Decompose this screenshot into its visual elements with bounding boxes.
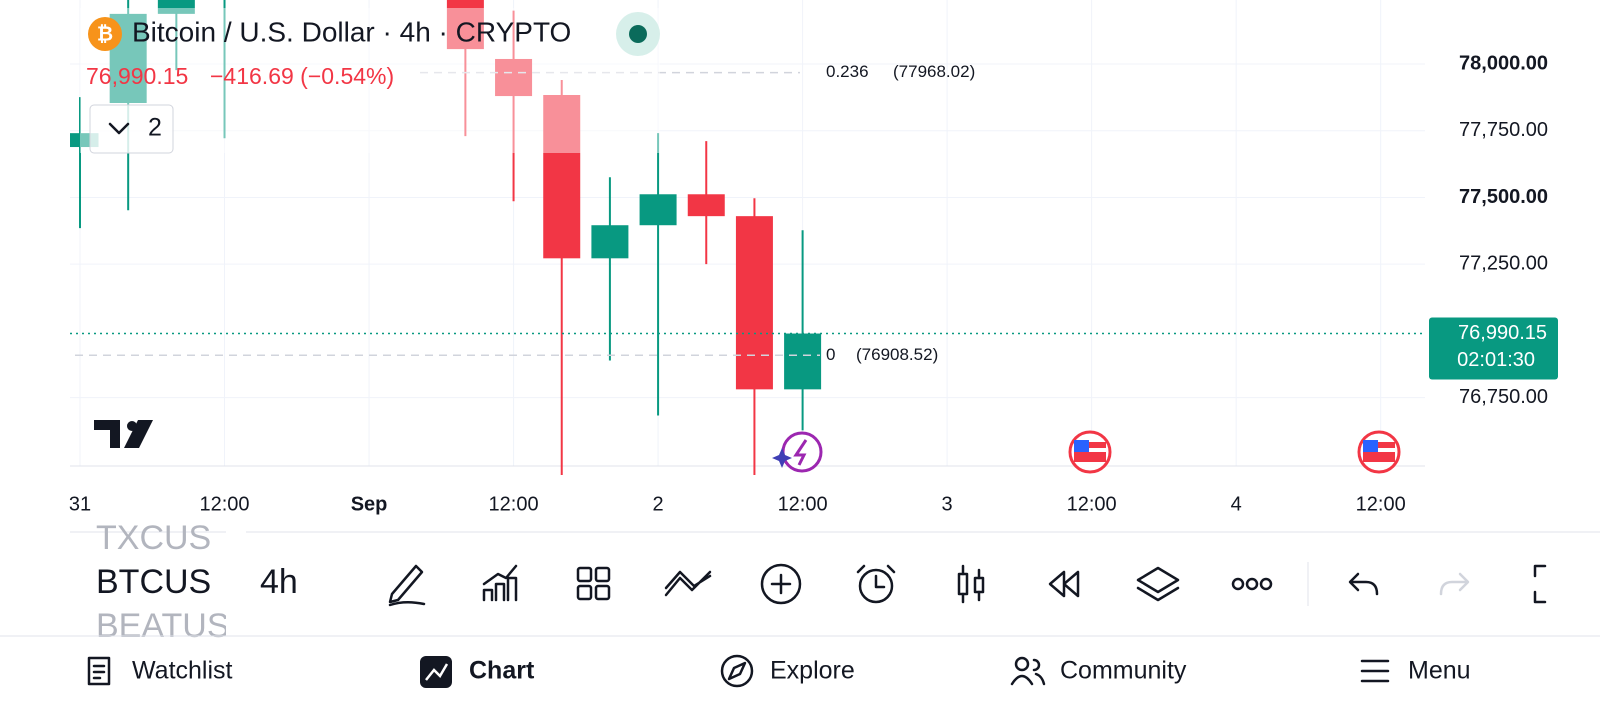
community-icon [1010, 656, 1046, 686]
tv-logo-dot [127, 421, 137, 431]
symbol-next[interactable]: BEATUS [96, 607, 230, 645]
y-tick-label: 78,000.00 [1459, 52, 1548, 74]
us-event[interactable] [1357, 430, 1401, 474]
y-tick-label: 77,500.00 [1459, 186, 1548, 208]
x-tick-label: 4 [1231, 493, 1242, 515]
x-tick-label: 12:00 [778, 493, 828, 515]
redo [1439, 572, 1470, 596]
more-tool[interactable] [1231, 577, 1273, 591]
fib-price: (77968.02) [893, 62, 975, 81]
candle-body [495, 58, 533, 97]
candle-body [784, 333, 822, 390]
header-backdrop [80, 8, 660, 153]
btc-icon [88, 17, 122, 51]
draw-tool[interactable] [388, 564, 426, 607]
y-tick-label: 77,250.00 [1459, 252, 1548, 274]
market-status-dot [629, 25, 647, 43]
indicators-tool[interactable] [482, 564, 518, 602]
price-tag [1429, 317, 1558, 380]
y-tick-label: 76,750.00 [1459, 386, 1548, 408]
x-tick-label: 12:00 [199, 493, 249, 515]
event-bolt [793, 439, 808, 466]
interval[interactable]: 4h [260, 563, 298, 601]
btc-glyph: ₿ [97, 23, 113, 45]
fullscreen[interactable] [1533, 564, 1547, 604]
price-tag-countdown: 02:01:30 [1457, 349, 1535, 371]
alert-tool[interactable] [856, 564, 896, 604]
indicator-count: 2 [148, 114, 162, 142]
fib-level: 0.236 [826, 62, 869, 81]
symbol-title: Bitcoin / U.S. Dollar · 4h · CRYPTO [132, 16, 571, 47]
x-tick-label: 31 [69, 493, 91, 515]
fib-price: (76908.52) [856, 345, 938, 364]
symbol-prev[interactable]: TXCUS [96, 519, 211, 557]
menu-icon [1360, 659, 1390, 683]
chevron-icon [108, 122, 130, 135]
nav-explore[interactable]: Explore [770, 657, 855, 685]
price-tag-value: 76,990.15 [1458, 322, 1547, 344]
x-tick-label: Sep [351, 493, 388, 515]
tv-logo [94, 420, 153, 448]
candle-body [591, 225, 629, 259]
indicator-toggle[interactable] [89, 104, 174, 154]
candle-body [446, 0, 484, 50]
candle-body [735, 216, 773, 390]
event-icon[interactable] [781, 431, 823, 473]
x-tick-label: 2 [653, 493, 664, 515]
candle-body [639, 194, 677, 226]
candle-body [543, 95, 581, 259]
chart-icon-line [425, 663, 449, 681]
watchlist-icon [87, 656, 111, 686]
nav-community[interactable]: Community [1060, 657, 1187, 685]
add-tool[interactable] [760, 563, 802, 605]
layers-tool[interactable] [1136, 566, 1180, 602]
x-tick-label: 12:00 [489, 493, 539, 515]
symbol-current[interactable]: BTCUS [96, 563, 211, 601]
x-tick-label: 3 [942, 493, 953, 515]
grid [70, 0, 1425, 466]
nav-menu[interactable]: Menu [1408, 657, 1471, 685]
y-tick-label: 77,750.00 [1459, 119, 1548, 141]
nav-chart[interactable]: Chart [469, 657, 535, 685]
event-sparkle [772, 448, 792, 468]
fib-level: 0 [826, 345, 835, 364]
nav-watchlist[interactable]: Watchlist [132, 657, 233, 685]
layout-tool[interactable] [576, 566, 611, 601]
explore-icon [720, 654, 754, 688]
x-tick-label: 12:00 [1356, 493, 1406, 515]
last-price: 76,990.15 [86, 63, 188, 89]
candle-body [687, 194, 725, 217]
undo[interactable] [1348, 572, 1379, 596]
fade [226, 520, 246, 640]
candles [70, 0, 822, 475]
replay-tool[interactable] [1048, 570, 1080, 598]
chart-type-tool[interactable] [957, 564, 985, 604]
price-change: −416.69 (−0.54%) [210, 63, 394, 89]
candle-body [157, 0, 195, 14]
x-tick-label: 12:00 [1067, 493, 1117, 515]
overlays: 0.236 (77968.02) 0 (76908.52) 76,990.15 02:01… [70, 62, 1558, 380]
us-event[interactable] [1068, 430, 1112, 474]
compare-tool[interactable] [664, 570, 712, 597]
